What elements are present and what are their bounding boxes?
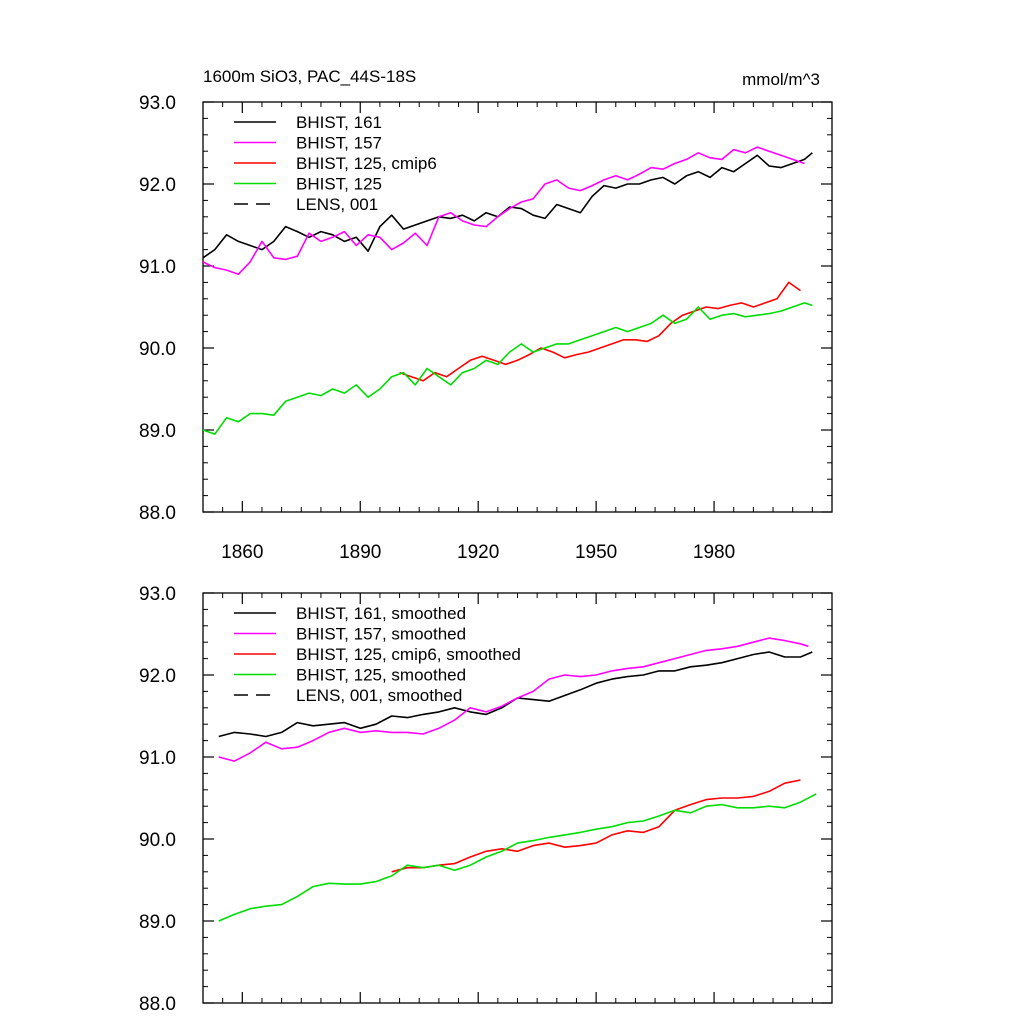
- legend-label: BHIST, 125, cmip6: [296, 154, 437, 173]
- y-tick-label: 91.0: [139, 748, 176, 769]
- legend-label: BHIST, 125: [296, 175, 382, 194]
- panel-raw: 88.0 89.0 90.0 91.0 92.0 93.0 1860 1890 1920 1950…: [139, 93, 833, 563]
- legend-label: BHIST, 125, cmip6, smoothed: [296, 645, 521, 664]
- units-label: mmol/m^3: [742, 70, 820, 89]
- legend-label: LENS, 001: [296, 195, 378, 214]
- x-tick-label: 1950: [575, 542, 617, 563]
- series-line-bhist-157: [202, 146, 805, 275]
- x-tick-label: 1860: [221, 542, 263, 563]
- y-tick-label: 90.0: [139, 339, 176, 360]
- legend-label: LENS, 001, smoothed: [296, 686, 462, 705]
- series-line-bhist-125: [202, 302, 813, 435]
- x-tick-label: 1890: [339, 542, 381, 563]
- series-line-bhist-161: [202, 152, 813, 259]
- x-tick-label: 1920: [457, 542, 499, 563]
- y-tick-label: 92.0: [139, 175, 176, 196]
- y-tick-label: 89.0: [139, 912, 176, 933]
- legend-label: BHIST, 161, smoothed: [296, 604, 466, 623]
- series-line-bhist-157-smoothed: [218, 637, 809, 762]
- y-tick-label: 91.0: [139, 257, 176, 278]
- legend-label: BHIST, 161: [296, 113, 382, 132]
- y-tick-label: 92.0: [139, 666, 176, 687]
- legend-label: BHIST, 157: [296, 134, 382, 153]
- series-line-bhist-125-smoothed: [218, 793, 817, 922]
- x-tick-label: 1980: [693, 542, 735, 563]
- y-tick-label: 90.0: [139, 830, 176, 851]
- y-tick-label: 89.0: [139, 421, 176, 442]
- panel-smoothed: 88.0 89.0 90.0 91.0 92.0 93.0 BHIST, 161, smoo…: [139, 584, 833, 1015]
- legend-label: BHIST, 125, smoothed: [296, 666, 466, 685]
- y-tick-label: 93.0: [139, 584, 176, 605]
- legend-label: BHIST, 157, smoothed: [296, 625, 466, 644]
- chart-title: 1600m SiO3, PAC_44S-18S: [203, 67, 416, 86]
- series-line-bhist-125-cmip6-smoothed: [391, 779, 801, 873]
- y-tick-label: 93.0: [139, 93, 176, 114]
- y-tick-label: 88.0: [139, 503, 176, 524]
- series-line-bhist-125-cmip6: [399, 281, 801, 382]
- y-tick-label: 88.0: [139, 994, 176, 1015]
